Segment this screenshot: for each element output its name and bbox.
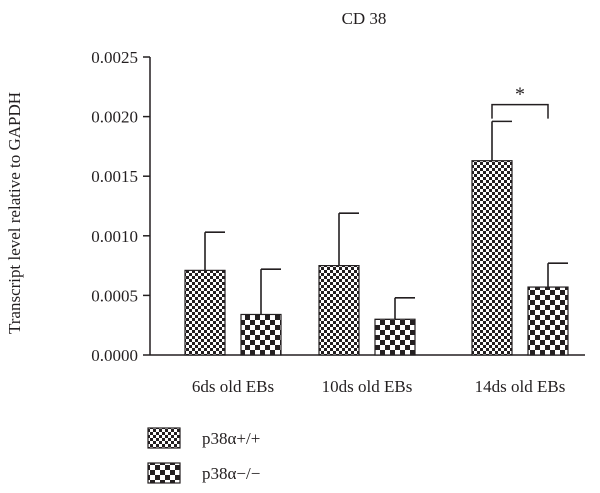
bar [184,269,226,356]
x-tick-label: 6ds old EBs [192,377,274,396]
significance-star: * [515,84,525,106]
bar [527,286,569,356]
legend-swatch [147,427,181,449]
y-axis-label: Transcript level relative to GAPDH [5,92,24,334]
bar [240,313,282,356]
bar [471,160,513,356]
x-ticks: 6ds old EBs 10ds old EBs 14ds old EBs [192,377,565,396]
y-tick-label: 0.0010 [91,227,138,246]
annotations: * [491,84,549,119]
y-tick-label: 0.0020 [91,108,138,127]
y-tick-label: 0.0015 [91,167,138,186]
significance-bracket [491,103,549,119]
y-ticks: 0.0000 0.0005 0.0010 0.0015 0.0020 0.0025 [91,48,150,365]
x-tick-label: 14ds old EBs [475,377,566,396]
y-tick-label: 0.0000 [91,346,138,365]
bar [374,318,416,356]
bars [184,120,569,356]
legend-label: p38α−/− [202,464,260,483]
chart-title: CD 38 [342,9,387,28]
y-tick-label: 0.0005 [91,286,138,305]
legend: p38α+/+ p38α−/− [147,427,260,484]
legend-label: p38α+/+ [202,429,260,448]
y-tick-label: 0.0025 [91,48,138,67]
bar [318,265,360,356]
legend-swatch [147,462,181,484]
x-tick-label: 10ds old EBs [322,377,413,396]
